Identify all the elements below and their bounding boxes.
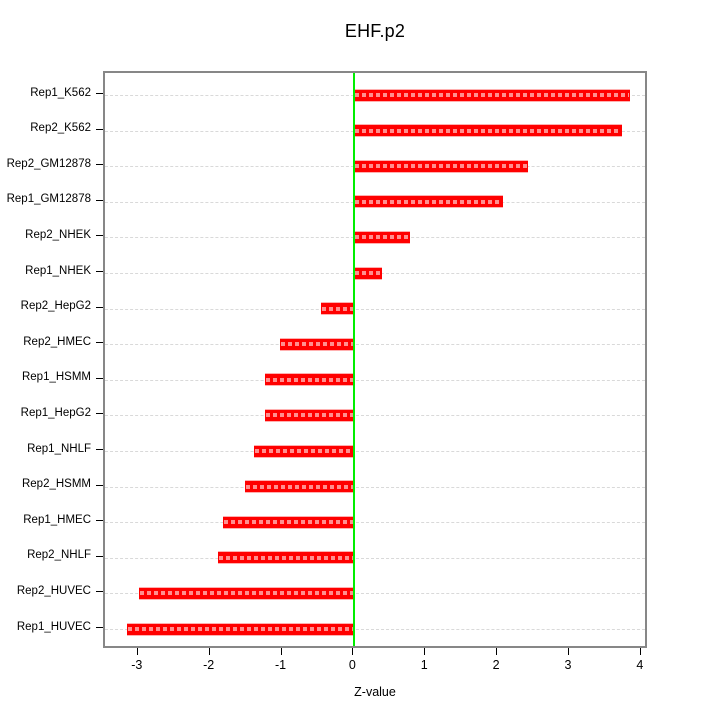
gridline (105, 593, 645, 595)
x-tick-label: -1 (274, 658, 287, 672)
plot-area (103, 71, 647, 648)
gridline (105, 344, 645, 346)
bar-Rep1_K562 (354, 88, 631, 102)
y-tick (96, 484, 103, 486)
bar-hatch-pattern (266, 377, 354, 382)
x-tick-label: -3 (131, 658, 143, 672)
x-tick (567, 648, 569, 655)
gridline (105, 379, 645, 381)
bar-Rep2_NHEK (354, 230, 410, 244)
category-label-Rep1_HSMM: Rep1_HSMM (21, 371, 91, 384)
bar-Rep1_HUVEC (126, 622, 355, 636)
bar-hatch-pattern (246, 484, 354, 489)
bar-hatch-pattern (265, 413, 354, 418)
y-tick (96, 271, 103, 272)
category-label-Rep1_NHEK: Rep1_NHEK (25, 264, 91, 277)
bar-Rep2_NHLF (217, 551, 355, 565)
bar-hatch-pattern (322, 306, 354, 311)
bar-Rep1_HSMM (265, 373, 355, 387)
y-tick (96, 199, 103, 201)
x-tick-label: 0 (348, 658, 356, 672)
bar-hatch-pattern (355, 271, 382, 275)
gridline (105, 557, 645, 559)
category-label-Rep1_HMEC: Rep1_HMEC (23, 513, 91, 526)
category-label-Rep2_GM12878: Rep2_GM12878 (6, 157, 91, 170)
gridline (105, 451, 645, 452)
gridline (105, 629, 645, 630)
category-label-Rep2_HSMM: Rep2_HSMM (21, 478, 91, 491)
bar-hatch-pattern (281, 342, 354, 347)
x-tick-label: 4 (636, 658, 644, 672)
bar-hatch-pattern (254, 449, 354, 453)
bar-Rep1_NHEK (354, 266, 383, 280)
category-label-Rep1_HUVEC: Rep1_HUVEC (16, 620, 91, 633)
bar-Rep1_NHLF (253, 444, 355, 458)
bar-Rep2_K562 (354, 124, 622, 138)
y-tick (96, 164, 103, 166)
bar-hatch-pattern (355, 93, 630, 97)
x-tick (639, 648, 641, 655)
category-label-Rep2_HepG2: Rep2_HepG2 (20, 300, 91, 313)
bar-Rep2_HSMM (245, 480, 355, 494)
y-tick (96, 413, 103, 415)
y-tick (96, 128, 103, 130)
category-label-Rep1_NHLF: Rep1_NHLF (27, 442, 91, 455)
y-tick (96, 591, 103, 593)
y-tick (96, 520, 103, 522)
x-tick (280, 648, 282, 655)
bar-hatch-pattern (140, 591, 354, 596)
bar-hatch-pattern (218, 555, 354, 560)
bar-hatch-pattern (127, 627, 354, 631)
bar-Rep2_GM12878 (354, 159, 529, 173)
gridline (105, 522, 645, 524)
x-tick-label: 3 (564, 658, 572, 672)
y-tick (96, 235, 103, 237)
x-tick (208, 648, 210, 655)
bar-Rep1_HMEC (222, 515, 355, 529)
x-tick-label: 2 (492, 658, 500, 672)
x-tick (352, 648, 354, 655)
bar-Rep2_HMEC (280, 337, 355, 351)
y-tick (96, 555, 103, 557)
y-tick (96, 627, 103, 628)
gridline (105, 486, 645, 488)
x-tick (136, 648, 138, 655)
bar-Rep2_HUVEC (139, 586, 355, 600)
y-tick (96, 377, 103, 379)
x-tick-label: -2 (203, 658, 215, 672)
bar-hatch-pattern (355, 199, 503, 204)
bar-hatch-pattern (355, 128, 621, 133)
category-label-Rep1_GM12878: Rep1_GM12878 (6, 193, 91, 206)
category-label-Rep1_K562: Rep1_K562 (30, 86, 91, 99)
category-label-Rep2_K562: Rep2_K562 (30, 122, 91, 135)
x-tick (496, 648, 498, 655)
gridline (105, 415, 645, 417)
x-tick (424, 648, 426, 655)
category-label-Rep1_HepG2: Rep1_HepG2 (20, 406, 91, 419)
bar-Rep2_HepG2 (321, 302, 355, 316)
chart-title: EHF.p2 (344, 21, 406, 41)
category-label-Rep2_HMEC: Rep2_HMEC (23, 335, 91, 348)
bar-Rep1_GM12878 (354, 195, 504, 209)
category-label-Rep2_NHLF: Rep2_NHLF (27, 549, 91, 562)
bar-Rep1_HepG2 (264, 408, 355, 422)
y-tick (96, 93, 103, 94)
y-tick (96, 449, 103, 450)
x-axis-label: Z-value (354, 685, 396, 699)
gridline (105, 308, 645, 310)
category-label-Rep2_NHEK: Rep2_NHEK (25, 228, 91, 241)
y-tick (96, 342, 103, 344)
bar-hatch-pattern (355, 235, 409, 240)
bar-hatch-pattern (223, 520, 354, 525)
zero-line (353, 73, 356, 646)
x-tick-label: 1 (420, 658, 428, 672)
bar-hatch-pattern (355, 164, 528, 169)
y-tick (96, 306, 103, 308)
category-label-Rep2_HUVEC: Rep2_HUVEC (16, 584, 91, 597)
